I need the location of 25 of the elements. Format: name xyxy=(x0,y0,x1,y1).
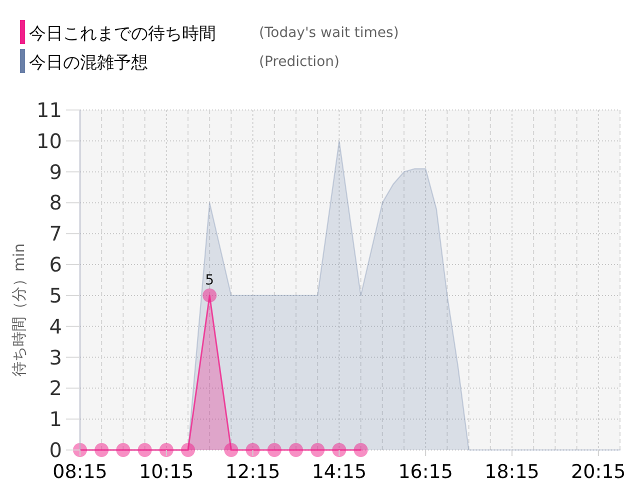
x-tick-label: 18:15 xyxy=(484,461,540,483)
y-tick-label: 10 xyxy=(36,128,62,153)
y-axis-title: 待ち時間（分）min xyxy=(10,243,28,377)
y-tick-label: 11 xyxy=(36,98,62,122)
y-tick-label: 5 xyxy=(49,283,62,308)
x-tick-label: 08:15 xyxy=(52,461,108,483)
text: (Prediction) xyxy=(259,54,340,70)
x-tick-label: 14:15 xyxy=(312,461,367,483)
x-tick-label: 12:15 xyxy=(225,461,280,483)
y-tick-label: 9 xyxy=(49,160,62,184)
x-tick-label: 16:15 xyxy=(398,461,453,483)
x-tick-label: 10:15 xyxy=(139,461,194,483)
data-label: 5 xyxy=(205,272,214,288)
y-tick-label: 3 xyxy=(49,345,62,370)
y-tick-label: 1 xyxy=(49,407,62,432)
y-tick-label: 4 xyxy=(49,314,62,338)
y-tick-label: 0 xyxy=(49,438,62,462)
legend-label: 今日の混雑予想 xyxy=(29,53,148,73)
y-tick-label: 2 xyxy=(49,376,62,400)
text: (Today's wait times) xyxy=(259,25,399,41)
legend-label: 今日これまでの待ち時間 xyxy=(29,24,216,44)
y-tick-label: 8 xyxy=(49,190,62,215)
x-tick-label: 20:15 xyxy=(571,461,626,483)
y-tick-label: 6 xyxy=(49,252,62,277)
y-tick-label: 7 xyxy=(49,222,62,246)
